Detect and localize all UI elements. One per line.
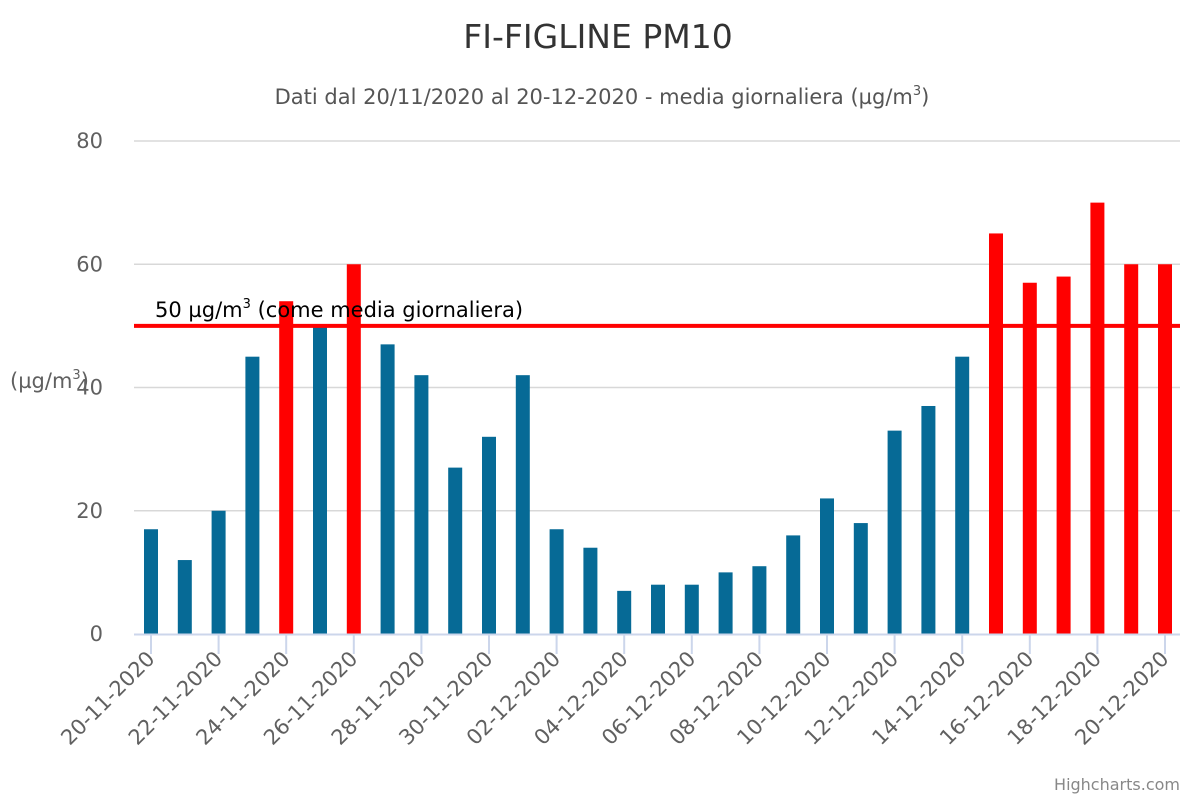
bar-26-11-2020[interactable] — [346, 264, 361, 634]
y-axis-ticks: 0 20 40 60 80 — [76, 129, 103, 646]
y-axis-label-text: (µg/m — [10, 369, 72, 393]
y-axis-label-close: ) — [81, 369, 89, 393]
bar-09-12-2020[interactable] — [786, 535, 801, 634]
bar-04-12-2020[interactable] — [617, 590, 632, 634]
credits-link[interactable]: Highcharts.com — [1054, 775, 1180, 794]
y-tick-label: 20 — [76, 499, 103, 523]
bar-21-11-2020[interactable] — [177, 560, 192, 634]
threshold-label-text: 50 µg/m — [155, 298, 243, 322]
bar-05-12-2020[interactable] — [651, 584, 665, 634]
bar-23-11-2020[interactable] — [245, 356, 260, 634]
threshold-label: 50 µg/m3 (come media giornaliera) — [155, 297, 523, 322]
y-axis-label-sup: 3 — [72, 368, 80, 383]
bar-07-12-2020[interactable] — [718, 572, 733, 634]
gridlines — [134, 140, 1180, 512]
bar-20-11-2020[interactable] — [144, 529, 158, 634]
bar-28-11-2020[interactable] — [414, 375, 429, 634]
chart-subtitle: Dati dal 20/11/2020 al 20-12-2020 - medi… — [275, 84, 930, 109]
bar-12-12-2020[interactable] — [887, 430, 902, 634]
bar-14-12-2020[interactable] — [955, 356, 970, 634]
bar-06-12-2020[interactable] — [684, 584, 699, 634]
chart-title: FI-FIGLINE PM10 — [463, 17, 732, 56]
bar-17-12-2020[interactable] — [1056, 276, 1071, 634]
bar-15-12-2020[interactable] — [989, 233, 1003, 634]
chart-subtitle-text: Dati dal 20/11/2020 al 20-12-2020 - medi… — [275, 85, 913, 109]
y-tick-label: 0 — [90, 622, 103, 646]
bar-01-12-2020[interactable] — [515, 375, 530, 634]
bar-19-12-2020[interactable] — [1124, 264, 1139, 634]
bar-13-12-2020[interactable] — [921, 405, 936, 634]
chart-subtitle-sup: 3 — [913, 84, 921, 99]
bar-18-12-2020[interactable] — [1090, 202, 1105, 634]
y-tick-label: 80 — [76, 129, 103, 153]
bar-08-12-2020[interactable] — [752, 566, 767, 634]
bar-25-11-2020[interactable] — [313, 325, 327, 634]
bar-11-12-2020[interactable] — [853, 523, 868, 634]
y-axis-label: (µg/m3) — [10, 368, 89, 393]
bar-02-12-2020[interactable] — [549, 529, 564, 634]
bar-16-12-2020[interactable] — [1022, 282, 1037, 634]
bar-03-12-2020[interactable] — [583, 547, 598, 634]
bar-29-11-2020[interactable] — [448, 467, 463, 634]
bar-10-12-2020[interactable] — [820, 498, 834, 634]
bar-20-12-2020[interactable] — [1158, 264, 1172, 634]
bar-24-11-2020[interactable] — [279, 301, 294, 634]
bar-27-11-2020[interactable] — [380, 344, 395, 634]
bar-30-11-2020[interactable] — [482, 436, 496, 634]
threshold-label-sup: 3 — [243, 297, 251, 312]
bar-22-11-2020[interactable] — [211, 510, 226, 634]
y-tick-label: 60 — [76, 252, 103, 276]
x-axis-ticks: 20-11-202022-11-202024-11-202026-11-2020… — [56, 634, 1174, 750]
bars — [144, 202, 1172, 634]
chart-subtitle-close: ) — [921, 85, 929, 109]
threshold-label-close: (come media giornaliera) — [251, 298, 523, 322]
y-tick-label: 40 — [76, 376, 103, 400]
